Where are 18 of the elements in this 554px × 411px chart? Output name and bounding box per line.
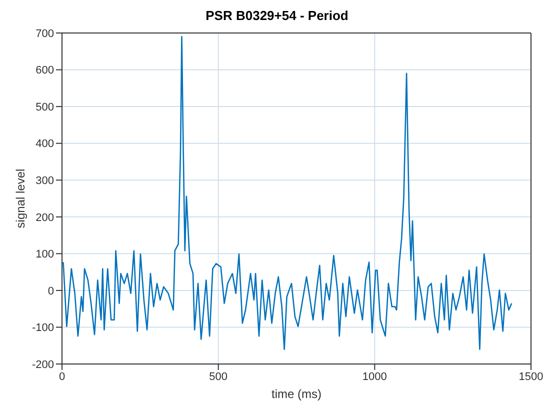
y-tick-label: 0 xyxy=(48,285,54,298)
y-tick-label: 200 xyxy=(36,212,54,224)
line-series xyxy=(62,36,512,350)
x-tick-label: 1500 xyxy=(518,370,544,383)
x-axis-title: time (ms) xyxy=(272,387,322,401)
x-tick-label: 1000 xyxy=(362,370,387,383)
y-tick-label: 100 xyxy=(36,248,54,261)
y-tick-label: -200 xyxy=(32,358,54,371)
y-tick-label: 400 xyxy=(36,138,54,150)
x-tick-label: 0 xyxy=(58,370,66,383)
y-tick-label: 700 xyxy=(36,28,54,40)
y-tick-label: -100 xyxy=(32,322,54,334)
y-tick-label: 600 xyxy=(36,64,54,77)
chart-title: PSR B0329+54 - Period xyxy=(204,8,350,25)
y-tick-label: 300 xyxy=(36,175,54,188)
y-tick-label: 500 xyxy=(36,101,54,114)
x-tick-label: 500 xyxy=(209,370,228,383)
y-axis-title: signal level xyxy=(13,168,28,228)
